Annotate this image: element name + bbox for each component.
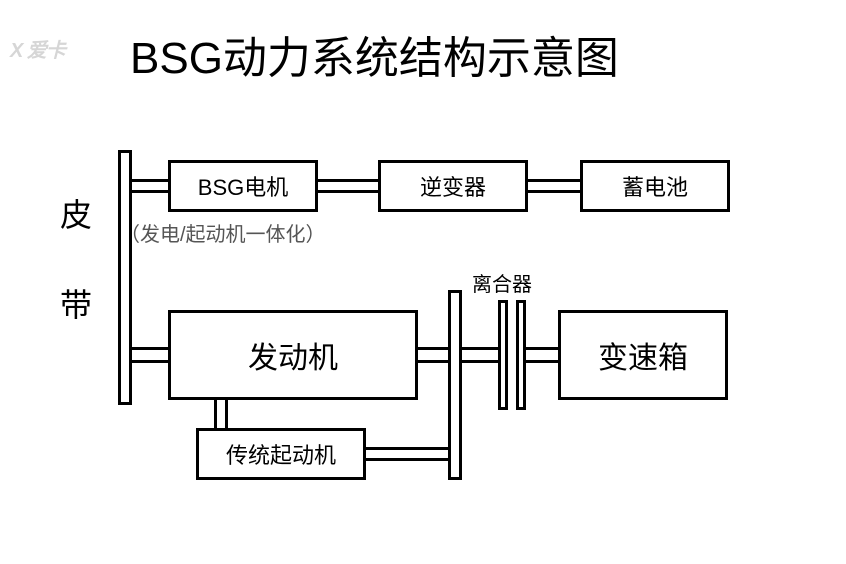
clutch-plate-1 [498, 300, 508, 410]
shaft-bar [448, 290, 462, 480]
connector [528, 179, 582, 182]
battery-box: 蓄电池 [580, 160, 730, 212]
connector [132, 347, 170, 350]
bsg-subtext: （发电/起动机一体化） [120, 218, 326, 247]
belt-label-char1: 皮 [60, 190, 92, 236]
inverter-label: 逆变器 [420, 170, 486, 202]
inverter-box: 逆变器 [378, 160, 528, 212]
connector [366, 458, 450, 461]
gearbox-box: 变速箱 [558, 310, 728, 400]
bsg-motor-box: BSG电机 [168, 160, 318, 212]
connector [462, 347, 500, 350]
starter-box: 传统起动机 [196, 428, 366, 480]
connector [318, 190, 380, 193]
battery-label: 蓄电池 [622, 170, 688, 202]
connector [526, 347, 560, 350]
connector [462, 360, 500, 363]
belt-bar [118, 150, 132, 405]
bsg-motor-label: BSG电机 [198, 170, 288, 202]
connector [528, 190, 582, 193]
connector [132, 179, 170, 182]
clutch-plate-2 [516, 300, 526, 410]
connector [418, 347, 450, 350]
connector [132, 190, 170, 193]
diagram-title: BSG动力系统结构示意图 [130, 22, 619, 86]
connector [318, 179, 380, 182]
belt-label-char2: 带 [60, 280, 92, 326]
engine-box: 发动机 [168, 310, 418, 400]
starter-label: 传统起动机 [226, 438, 336, 470]
clutch-label: 离合器 [472, 268, 532, 297]
gearbox-label: 变速箱 [598, 333, 688, 377]
connector [225, 400, 228, 430]
connector [214, 400, 217, 430]
engine-label: 发动机 [248, 333, 338, 377]
connector [132, 360, 170, 363]
connector [366, 447, 450, 450]
connector [418, 360, 450, 363]
watermark: X 爱卡 [10, 34, 65, 63]
connector [526, 360, 560, 363]
